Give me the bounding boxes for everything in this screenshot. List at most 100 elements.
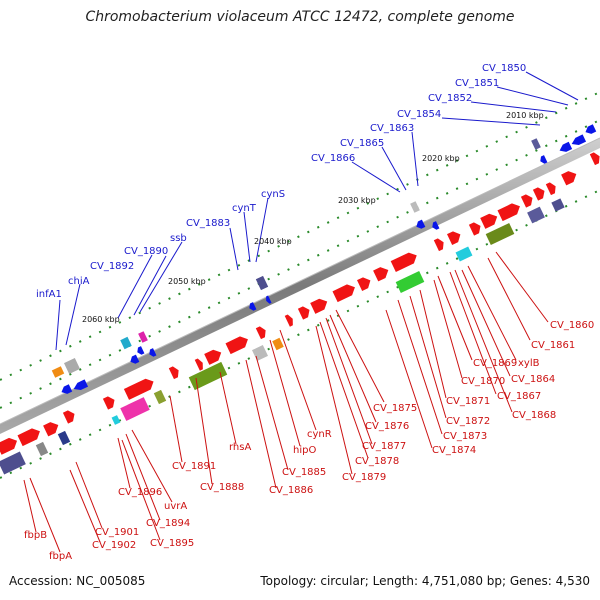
reverse-gene-arrow	[255, 326, 266, 340]
callout-line	[219, 371, 237, 445]
callout-line	[409, 295, 447, 419]
gene-label: fbpA	[49, 551, 72, 562]
forward-gene-arrow	[416, 219, 426, 229]
callout-line	[117, 437, 131, 489]
callout-line	[121, 439, 161, 541]
gene-label: CV_1874	[432, 445, 476, 456]
callout-line	[245, 359, 277, 489]
callout-line	[335, 309, 385, 403]
map-title: Chromobacterium violaceum ATCC 12472, co…	[85, 9, 515, 25]
callout-line	[133, 255, 167, 316]
lower-gene-labels: CV_1860 CV_1861 xylB CV_1864 CV_1869 CV_…	[24, 320, 594, 562]
gene-label: uvrA	[164, 501, 187, 512]
callout-line	[243, 211, 251, 263]
feature-box	[255, 275, 269, 291]
gene-label: CV_1894	[146, 518, 190, 529]
forward-gene-arrow	[130, 354, 140, 364]
gene-label: CV_1879	[342, 472, 386, 483]
kbp-tick-2040: 2040 kbp	[254, 237, 292, 246]
kbp-tick-2050: 2050 kbp	[168, 277, 206, 286]
callout-line	[325, 317, 373, 445]
reverse-gene-arrow	[561, 171, 577, 186]
gene-label: CV_1866	[311, 153, 355, 164]
gene-label: CV_1863	[370, 123, 414, 134]
callout-line	[23, 479, 37, 533]
callout-line	[255, 355, 289, 471]
callout-line	[65, 283, 81, 346]
feature-box	[111, 415, 121, 425]
callout-line	[125, 433, 161, 521]
feature-box	[138, 331, 148, 343]
reverse-gene-arrow	[168, 366, 179, 380]
callout-line	[319, 321, 369, 459]
forward-gene-arrow	[571, 134, 587, 146]
callout-line	[385, 309, 433, 449]
reverse-gene-arrow	[545, 182, 556, 196]
reverse-gene-arrow	[225, 336, 248, 355]
upper-callout-lines	[55, 71, 579, 351]
gene-label: CV_1895	[150, 538, 194, 549]
gene-label: CV_1891	[172, 461, 216, 472]
callout-line	[467, 265, 517, 361]
gene-label: CV_1870	[461, 376, 505, 387]
kbp-tick-2020: 2020 kbp	[422, 154, 460, 163]
feature-box	[120, 336, 132, 350]
feature-box	[35, 441, 49, 457]
callout-line	[496, 86, 569, 106]
reverse-gene-arrow	[204, 349, 222, 365]
callout-line	[195, 377, 213, 485]
gene-label: CV_1851	[455, 78, 499, 89]
callout-line	[525, 71, 579, 101]
gene-label: CV_1877	[362, 441, 406, 452]
kbp-tick-2010: 2010 kbp	[506, 111, 544, 120]
kbp-ticks: 2010 kbp 2020 kbp 2030 kbp 2040 kbp 2050…	[82, 111, 544, 324]
reverse-gene-arrow	[297, 306, 310, 320]
callout-line	[315, 325, 353, 475]
callout-line	[433, 279, 463, 379]
gene-label: CV_1850	[482, 63, 526, 74]
callout-line	[269, 339, 301, 447]
reverse-gene-arrow	[284, 314, 293, 327]
callout-line	[470, 101, 557, 113]
callout-line	[255, 197, 269, 263]
reverse-gene-arrow	[123, 378, 154, 400]
reverse-gene-arrow	[373, 267, 389, 282]
gene-label: CV_1868	[512, 410, 556, 421]
forward-gene-arrow	[540, 155, 548, 164]
feature-box	[252, 345, 268, 361]
callout-line	[279, 329, 317, 431]
forward-gene-arrow	[249, 302, 257, 311]
feature-box	[153, 389, 167, 405]
feature-box	[64, 358, 80, 374]
gene-label: CV_1885	[282, 467, 326, 478]
reverse-gene-arrow	[332, 284, 355, 303]
feature-box	[57, 430, 71, 446]
gene-label: cynS	[261, 189, 285, 200]
reverse-gene-arrow	[194, 358, 203, 371]
reverse-gene-arrow	[447, 231, 461, 245]
gene-label: cynT	[232, 203, 257, 214]
reverse-gene-arrow	[480, 213, 498, 229]
gene-label: CV_1896	[118, 487, 162, 498]
callout-line	[131, 429, 173, 503]
gene-label: chiA	[68, 276, 90, 287]
gene-label: infA1	[36, 289, 62, 300]
callout-line	[169, 395, 183, 463]
callout-line	[454, 269, 513, 413]
forward-gene-arrow	[73, 379, 89, 391]
callout-line	[229, 227, 239, 271]
forward-gene-arrow	[585, 124, 597, 134]
feature-box	[485, 222, 515, 246]
callout-line	[329, 314, 377, 423]
feature-box	[551, 198, 565, 212]
reverse-gene-arrow	[520, 194, 533, 208]
callout-line	[117, 254, 153, 319]
gene-label: CV_1873	[443, 431, 487, 442]
gene-label: CV_1875	[373, 403, 417, 414]
callout-line	[397, 299, 443, 435]
feature-box	[531, 138, 541, 150]
forward-gene-arrow	[137, 346, 145, 355]
reverse-gene-arrow	[357, 277, 371, 291]
forward-gene-arrow	[149, 348, 157, 357]
